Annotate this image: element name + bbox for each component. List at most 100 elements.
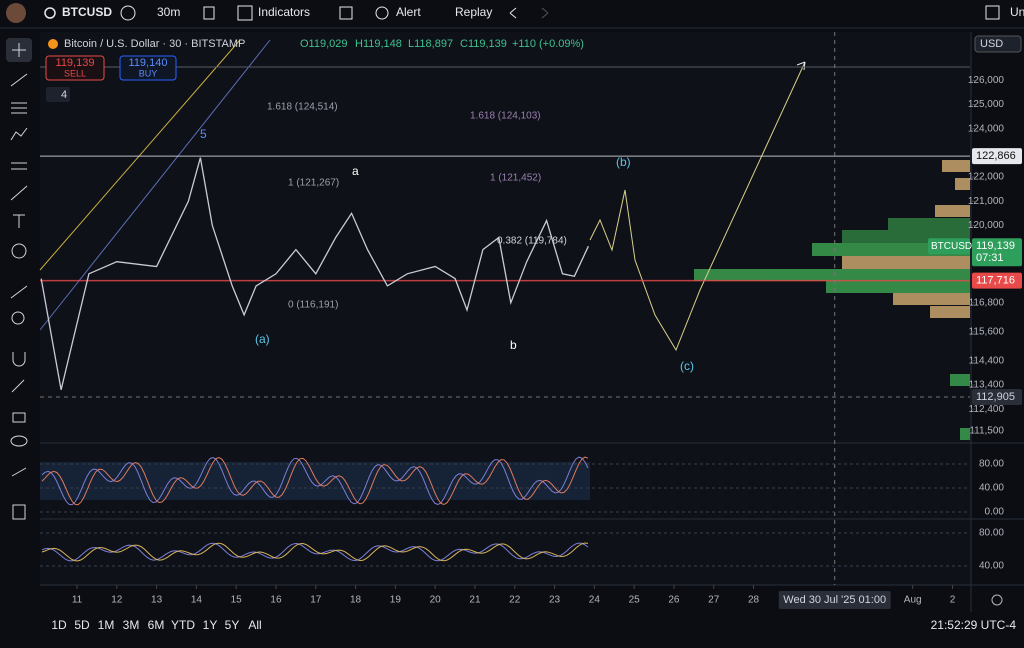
- x-tick-label: 18: [350, 595, 362, 606]
- y-tick-label: 116,800: [969, 297, 1005, 308]
- indicator-count[interactable]: 4: [61, 89, 67, 101]
- y-tick-label: 115,600: [969, 326, 1005, 337]
- add-symbol[interactable]: [120, 5, 136, 21]
- y-tick-label: 121,000: [968, 196, 1005, 207]
- interval[interactable]: 30m: [157, 5, 180, 19]
- range-button[interactable]: 6M: [148, 618, 165, 632]
- range-button[interactable]: 5Y: [225, 618, 240, 632]
- trend-line: [39, 39, 241, 271]
- wave-annotation: b: [510, 338, 517, 352]
- wave-annotation: (c): [680, 359, 694, 373]
- range-button[interactable]: 1D: [51, 618, 67, 632]
- replay-button[interactable]: Replay: [455, 5, 492, 19]
- settings[interactable]: [991, 594, 1003, 606]
- clock: 21:52:29 UTC-4: [931, 618, 1017, 632]
- legend-high: H119,148: [355, 38, 402, 50]
- avatar[interactable]: [6, 3, 26, 23]
- wave-annotation: 0 (116,191): [288, 300, 338, 311]
- oscillator-line: [41, 456, 589, 506]
- x-tick-label: 11: [72, 595, 83, 606]
- trend-line: [39, 39, 271, 331]
- range-button[interactable]: All: [248, 618, 261, 632]
- x-tick-label: 13: [151, 595, 163, 606]
- y-tick-label: 126,000: [968, 75, 1005, 86]
- y-tick-label: 124,000: [968, 123, 1005, 134]
- symbol[interactable]: BTCUSD: [62, 5, 112, 19]
- legend-open: O119,029: [300, 38, 348, 50]
- wave-annotation: 1.618 (124,103): [470, 111, 541, 122]
- symbol-tag: [928, 238, 970, 255]
- oscillator-tick-label: 40.00: [979, 483, 1004, 494]
- y-tick-label: 114,400: [969, 355, 1005, 366]
- wave-annotation: (a): [255, 332, 270, 346]
- x-tick-label: 28: [748, 595, 760, 606]
- arrow-head: [796, 61, 806, 71]
- wave-annotation: 5: [200, 127, 207, 141]
- buy-price[interactable]: 119,140: [129, 57, 168, 69]
- y-tick-label: 120,000: [968, 220, 1005, 231]
- crosshair-x-tag: [778, 591, 891, 609]
- range-button[interactable]: YTD: [171, 618, 195, 632]
- crosshair-y-tag: [972, 388, 1022, 405]
- y-tick-label: 111,500: [969, 426, 1004, 437]
- x-tick-label: 20: [430, 595, 442, 606]
- x-tick-label: 19: [390, 595, 402, 606]
- price-tag: [972, 238, 1022, 267]
- x-tick-label: 14: [191, 595, 203, 606]
- alert-button[interactable]: Alert: [396, 5, 421, 19]
- checkbox[interactable]: [985, 5, 1000, 20]
- redo[interactable]: [541, 7, 549, 19]
- legend-low: L118,897: [408, 38, 453, 50]
- top-toolbar: [0, 0, 1024, 28]
- sell-price[interactable]: 119,139: [56, 57, 95, 69]
- x-tick-label: 12: [111, 595, 123, 606]
- chart-type[interactable]: [203, 6, 215, 20]
- sell-label[interactable]: SELL: [64, 68, 86, 78]
- oscillator-pane: [40, 520, 970, 585]
- search-icon[interactable]: [44, 7, 56, 19]
- indicator-toggle[interactable]: [46, 87, 70, 102]
- currency[interactable]: USD: [980, 38, 1003, 50]
- y-tick-label: 122,000: [968, 172, 1005, 183]
- price-line-series: [40, 157, 589, 390]
- indicators-icon[interactable]: [237, 5, 253, 21]
- oscillator-tick-label: 80.00: [979, 528, 1004, 539]
- buy-label[interactable]: BUY: [139, 68, 158, 78]
- range-button[interactable]: 5D: [74, 618, 90, 632]
- sell-button[interactable]: [45, 55, 105, 81]
- oscillator-tick-label: 80.00: [979, 459, 1004, 470]
- alert-icon[interactable]: [375, 6, 389, 20]
- projection-path: [589, 61, 806, 352]
- wave-annotation: 0.382 (119,784): [497, 236, 567, 247]
- oscillator-band: [40, 462, 590, 500]
- x-tick-label: 16: [270, 595, 282, 606]
- range-button[interactable]: 1Y: [203, 618, 218, 632]
- oscillator-tick-label: 40.00: [979, 561, 1004, 572]
- countdown: 07:31: [976, 252, 1004, 264]
- x-tick-label: 17: [310, 595, 322, 606]
- indicators-button[interactable]: Indicators: [258, 5, 310, 19]
- legend-close: C119,139: [460, 38, 507, 50]
- left-toolbar: [0, 29, 38, 648]
- wave-annotation: (b): [616, 155, 631, 169]
- crosshair-y-label: 112,905: [976, 391, 1015, 403]
- layouts[interactable]: [339, 6, 353, 20]
- currency-select[interactable]: [974, 35, 1022, 53]
- symbol-logo: [48, 39, 58, 49]
- drawing-tools: [10, 43, 28, 520]
- wave-annotation: 1 (121,267): [288, 178, 339, 189]
- range-button[interactable]: 1M: [98, 618, 115, 632]
- y-tick-label: 113,400: [969, 380, 1005, 391]
- buy-button[interactable]: [119, 55, 177, 81]
- x-tick-label: 26: [668, 595, 680, 606]
- range-button[interactable]: 3M: [123, 618, 140, 632]
- oscillator-line: [41, 542, 589, 562]
- x-tick-label: 22: [509, 595, 521, 606]
- y-tick-label: 112,400: [969, 404, 1005, 415]
- unlock-text[interactable]: Un: [1010, 5, 1024, 19]
- main-pane: [40, 32, 970, 443]
- undo[interactable]: [509, 7, 517, 19]
- price-tag-label: 119,139: [976, 240, 1015, 252]
